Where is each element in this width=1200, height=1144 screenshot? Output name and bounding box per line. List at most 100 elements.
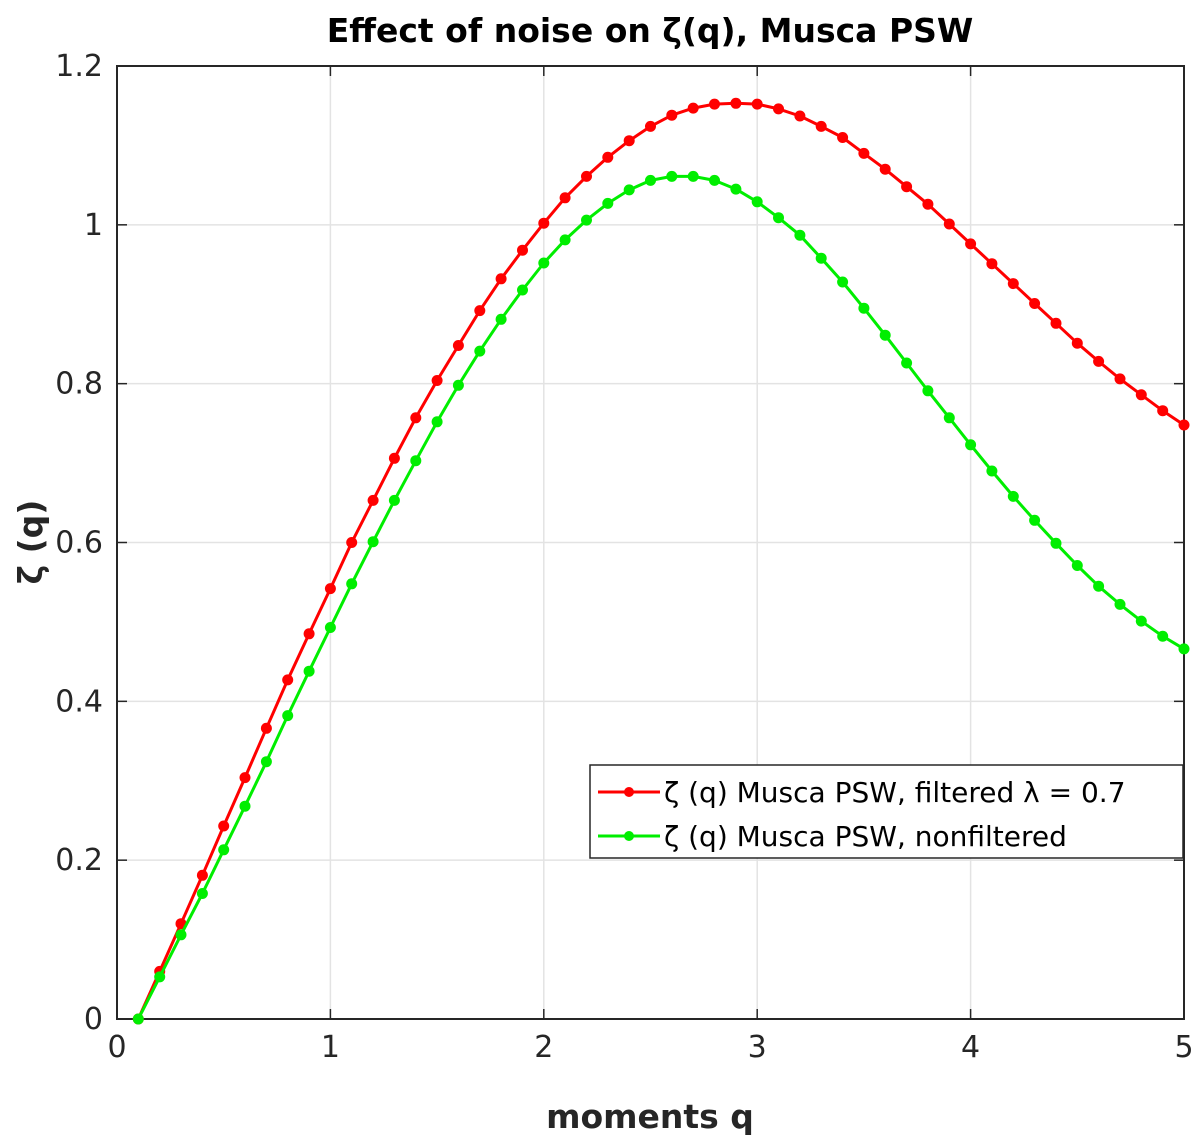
data-point (239, 800, 251, 812)
data-point (922, 198, 934, 210)
data-point (858, 147, 870, 159)
y-tick-label: 0.6 (55, 526, 103, 561)
data-point (1157, 405, 1169, 417)
data-point (965, 439, 977, 451)
data-point (495, 313, 507, 325)
x-axis-label: moments q (546, 1097, 754, 1136)
data-point (1093, 580, 1105, 592)
data-point (1157, 630, 1169, 642)
data-point (538, 257, 550, 269)
data-point (602, 151, 614, 163)
series-line (136, 174, 1185, 1020)
data-point (623, 184, 635, 196)
y-axis-label: ζ (q) (11, 500, 50, 585)
data-point (751, 196, 763, 208)
legend: ζ (q) Musca PSW, filtered λ = 0.7 ζ (q) … (589, 764, 1184, 859)
data-point (218, 844, 230, 856)
data-point (1178, 419, 1190, 431)
data-point (645, 120, 656, 132)
data-point (218, 820, 230, 832)
data-point (517, 244, 528, 256)
data-point (837, 276, 849, 288)
data-point (1135, 389, 1147, 401)
legend-marker-nonfiltered (624, 831, 634, 841)
data-point (922, 385, 934, 397)
data-point (260, 756, 272, 768)
data-point (495, 273, 507, 285)
data-point (666, 109, 678, 121)
legend-label-filtered: ζ (q) Musca PSW, filtered λ = 0.7 (664, 776, 1126, 809)
data-point (943, 218, 955, 230)
data-point (879, 163, 891, 175)
data-point (410, 412, 422, 424)
data-point (623, 135, 635, 147)
x-tick-label: 2 (534, 1030, 553, 1065)
data-point (1114, 598, 1126, 610)
data-point (431, 416, 443, 428)
data-point (965, 238, 977, 250)
data-point (986, 258, 998, 270)
data-point (581, 214, 592, 226)
data-point (879, 329, 891, 341)
data-point (1029, 514, 1041, 526)
data-point (282, 674, 294, 686)
data-point (602, 197, 614, 209)
data-point (901, 181, 913, 193)
x-tick-label: 4 (961, 1030, 980, 1065)
data-point (837, 132, 849, 143)
series-1 (132, 170, 1190, 1025)
data-point (346, 578, 358, 590)
data-point (559, 234, 571, 246)
data-point (1007, 278, 1019, 290)
data-point (730, 183, 742, 195)
data-point (517, 284, 528, 296)
data-point (452, 340, 464, 351)
x-tick-label: 0 (107, 1030, 126, 1065)
legend-marker-filtered (624, 787, 634, 797)
data-point (367, 536, 379, 548)
data-point (773, 103, 784, 115)
data-point (1029, 298, 1041, 309)
data-point (815, 120, 827, 132)
data-point (1071, 560, 1083, 571)
data-point (1114, 373, 1126, 385)
legend-label-nonfiltered: ζ (q) Musca PSW, nonfiltered (664, 820, 1067, 853)
data-point (452, 379, 464, 391)
data-point (538, 217, 550, 229)
data-point (815, 252, 827, 264)
data-point (1178, 643, 1190, 655)
data-point (1093, 355, 1105, 367)
data-point (346, 537, 358, 548)
data-point (773, 212, 784, 224)
data-point (794, 229, 806, 241)
data-point (1050, 317, 1062, 329)
data-point (1071, 337, 1083, 349)
x-tick-label: 3 (748, 1030, 767, 1065)
data-point (559, 192, 571, 204)
data-point (260, 722, 272, 734)
data-point (303, 628, 315, 640)
data-point (132, 1013, 144, 1025)
data-point (751, 98, 763, 110)
data-point (324, 622, 336, 633)
y-tick-label: 0.8 (55, 367, 103, 402)
data-point (794, 110, 806, 122)
data-point (474, 305, 486, 317)
data-point (687, 102, 699, 114)
data-point (709, 98, 720, 110)
data-point (196, 888, 208, 899)
data-point (239, 772, 251, 784)
data-point (431, 375, 443, 386)
data-point (709, 174, 720, 186)
data-point (581, 170, 592, 182)
y-tick-label: 1 (84, 208, 103, 243)
data-point (175, 929, 187, 941)
data-point (410, 455, 422, 467)
y-tick-label: 1.2 (55, 49, 103, 84)
legend-box (589, 764, 1184, 859)
data-point (154, 971, 166, 983)
data-point (901, 357, 913, 369)
data-point (986, 465, 998, 477)
data-point (388, 452, 400, 464)
